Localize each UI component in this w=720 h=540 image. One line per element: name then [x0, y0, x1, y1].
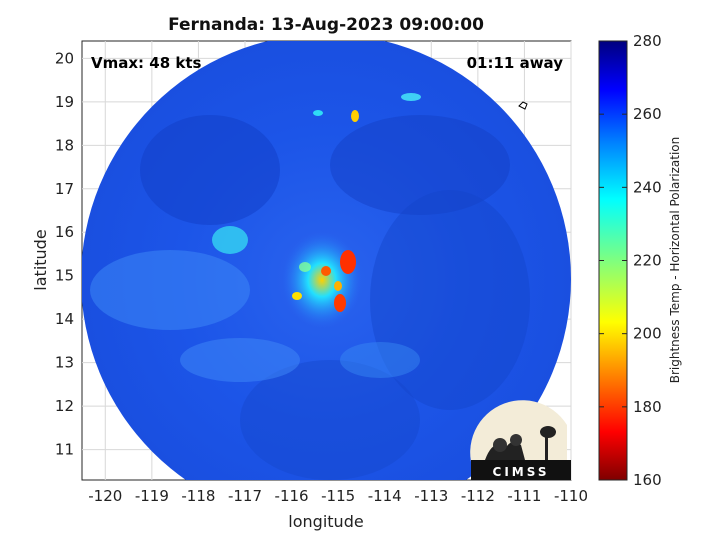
colorbar: 160 180 200 220 240 260 280 Brightness Temp - … [598, 32, 682, 489]
y-tick-label: 17 [55, 180, 74, 198]
x-tick-label: -116 [275, 487, 309, 505]
x-tick-label: -119 [135, 487, 169, 505]
colorbar-tick-label: 200 [633, 325, 662, 343]
colorbar-tick-label: 280 [633, 32, 662, 50]
colorbar-tick-label: 160 [633, 471, 662, 489]
y-tick-label: 16 [55, 223, 74, 241]
colorbar-tick-label: 180 [633, 398, 662, 416]
x-tick-label: -114 [368, 487, 402, 505]
y-tick-label: 19 [55, 93, 74, 111]
chart-title: Fernanda: 13-Aug-2023 09:00:00 [168, 15, 484, 35]
x-tick-label: -120 [88, 487, 122, 505]
vmax-label: Vmax: 48 kts [91, 54, 201, 72]
logo-text: CIMSS [493, 465, 550, 479]
colorbar-tick-label: 260 [633, 105, 662, 123]
y-tick-label: 15 [55, 267, 74, 285]
cimss-logo: CIMSS [470, 400, 571, 480]
x-tick-label: -115 [321, 487, 355, 505]
satellite-swath-image [82, 41, 571, 480]
colorbar-label: Brightness Temp - Horizontal Polarizatio… [668, 137, 682, 384]
y-tick-label: 20 [55, 49, 74, 67]
island-outline [518, 101, 528, 110]
y-tick-label: 11 [55, 441, 74, 459]
colorbar-tick-label: 220 [633, 252, 662, 270]
x-axis-label: longitude [288, 512, 363, 531]
y-tick-label: 13 [55, 354, 74, 372]
plot-area: Vmax: 48 kts 01:11 away CIMSS [81, 40, 572, 481]
y-axis-ticks: 11 12 13 14 15 16 17 18 19 20 [55, 49, 74, 458]
x-tick-label: -111 [507, 487, 541, 505]
x-axis-ticks: -120 -119 -118 -117 -116 -115 -114 -113 -112 -111… [88, 487, 588, 505]
x-tick-label: -118 [181, 487, 215, 505]
y-tick-label: 12 [55, 397, 74, 415]
x-tick-label: -112 [461, 487, 495, 505]
colorbar-tick-label: 240 [633, 178, 662, 196]
x-tick-label: -117 [228, 487, 262, 505]
y-tick-label: 14 [55, 310, 74, 328]
x-tick-label: -113 [414, 487, 448, 505]
colorbar-ticks: 160 180 200 220 240 260 280 [599, 32, 662, 489]
y-axis-label: latitude [31, 229, 50, 290]
time-away-label: 01:11 away [467, 54, 564, 72]
x-tick-label: -110 [554, 487, 588, 505]
y-tick-label: 18 [55, 136, 74, 154]
